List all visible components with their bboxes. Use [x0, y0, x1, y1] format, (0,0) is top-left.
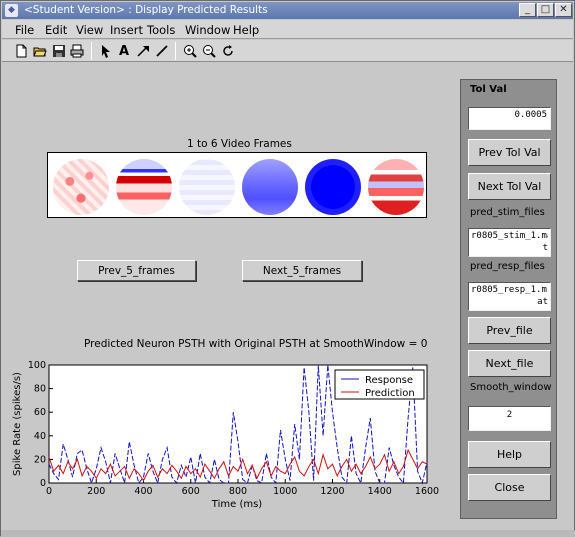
print-icon[interactable] — [69, 43, 85, 59]
x-axis-label: Time (ms) — [211, 499, 263, 510]
series-line-prediction — [48, 448, 428, 482]
video-frame-6 — [368, 159, 424, 215]
smooth-window-value: 2 — [506, 410, 513, 420]
toolbar-separator — [91, 42, 92, 60]
plot-title: Predicted Neuron PSTH with Original PSTH… — [84, 338, 428, 350]
legend-response-label: Response — [365, 375, 413, 386]
tol-val-field[interactable]: 0.0005 — [468, 107, 551, 130]
next-file-button[interactable]: Next_file — [468, 350, 551, 377]
window-bottom-edge — [1, 530, 575, 537]
toolbar-separator — [175, 42, 176, 60]
minimize-icon[interactable]: _ — [519, 3, 536, 17]
menu-help[interactable]: Help — [233, 23, 260, 37]
x-tick-label: 200 — [87, 486, 105, 497]
x-tick-label: 400 — [134, 486, 152, 497]
y-axis-label: Spike Rate (spikes/s) — [12, 372, 23, 476]
resp-file-line-1: r0805_resp_1.m — [471, 285, 547, 295]
menu-file[interactable]: File — [15, 23, 35, 37]
y-tick-label: 60 — [34, 407, 46, 418]
stim-file-line-2: t — [542, 243, 548, 253]
open-file-icon[interactable] — [32, 43, 48, 59]
video-frame-1 — [53, 159, 109, 215]
help-button[interactable]: Help — [468, 441, 551, 468]
prev-file-button[interactable]: Prev_file — [468, 317, 551, 344]
smooth-window-field[interactable]: 2 — [468, 406, 551, 431]
x-tick-label: 1400 — [368, 486, 392, 497]
save-icon[interactable] — [51, 43, 67, 59]
window-title: <Student Version> : Display Predicted Re… — [24, 4, 268, 16]
menu-edit[interactable]: Edit — [45, 23, 68, 37]
x-tick-label: 600 — [182, 486, 200, 497]
stim-file-field[interactable]: r0805_stim_1.ma t — [468, 228, 551, 257]
x-tick-label: 1600 — [415, 486, 439, 497]
menu-tools[interactable]: Tools — [147, 23, 176, 37]
control-panel: Tol Val 0.0005 Prev Tol Val Next Tol Val… — [460, 79, 557, 519]
video-frame-3 — [179, 159, 235, 215]
prev-5-frames-button[interactable]: Prev_5_frames — [77, 260, 196, 281]
resp-file-field[interactable]: r0805_resp_1.m at — [468, 282, 551, 311]
matlab-figure-icon[interactable]: ◆ — [5, 4, 18, 17]
insert-arrow-icon[interactable] — [135, 43, 151, 59]
zoom-out-icon[interactable] — [201, 43, 217, 59]
x-tick-label: 1000 — [273, 486, 297, 497]
y-tick-label: 0 — [40, 478, 46, 489]
tol-val-value: 0.0005 — [514, 110, 547, 120]
x-tick-label: 800 — [229, 486, 247, 497]
y-tick-label: 20 — [34, 454, 46, 465]
series-line-response — [48, 364, 428, 485]
stim-files-label: pred_stim_files — [470, 207, 545, 218]
menu-window[interactable]: Window — [185, 23, 231, 37]
zoom-in-icon[interactable] — [182, 43, 198, 59]
tol-val-label: Tol Val — [470, 84, 507, 95]
legend-box — [334, 369, 425, 400]
legend-prediction-label: Prediction — [365, 388, 415, 399]
menu-view[interactable]: View — [76, 23, 104, 37]
video-frame-5 — [305, 159, 361, 215]
resp-files-label: pred_resp_files — [470, 261, 545, 272]
menu-bar: File Edit View Insert Tools Window Help — [2, 20, 573, 39]
title-bar[interactable]: ◆ <Student Version> : Display Predicted … — [2, 2, 573, 19]
video-frame-4 — [242, 159, 298, 215]
insert-text-glyph: A — [118, 43, 130, 59]
select-arrow-icon[interactable] — [98, 43, 114, 59]
menu-insert[interactable]: Insert — [110, 23, 143, 37]
y-tick-label: 40 — [34, 431, 46, 442]
x-tick-label: 0 — [46, 486, 52, 497]
y-tick-label: 100 — [28, 360, 46, 371]
plot-legend: Response Prediction — [334, 369, 425, 400]
smooth-window-label: Smooth_window — [470, 382, 552, 393]
stim-file-line-1: r0805_stim_1.ma — [471, 231, 548, 241]
x-tick-label: 1200 — [320, 486, 344, 497]
video-frames-axes — [47, 152, 427, 218]
next-5-frames-button[interactable]: Next_5_frames — [242, 260, 362, 281]
new-file-icon[interactable] — [13, 43, 29, 59]
prev-tol-val-button[interactable]: Prev Tol Val — [468, 139, 551, 166]
insert-line-icon[interactable] — [154, 43, 170, 59]
frames-caption: 1 to 6 Video Frames — [187, 138, 292, 150]
close-icon[interactable]: ✕ — [555, 3, 572, 17]
y-tick-label: 80 — [34, 384, 46, 395]
rotate-icon[interactable] — [220, 43, 236, 59]
insert-text-icon[interactable]: A — [116, 43, 132, 59]
close-button[interactable]: Close — [468, 474, 551, 501]
video-frame-2 — [116, 159, 172, 215]
resp-file-line-2: at — [537, 297, 548, 307]
figure-toolbar: A — [2, 40, 573, 62]
next-tol-val-button[interactable]: Next Tol Val — [468, 173, 551, 200]
maximize-icon[interactable]: □ — [537, 3, 554, 17]
